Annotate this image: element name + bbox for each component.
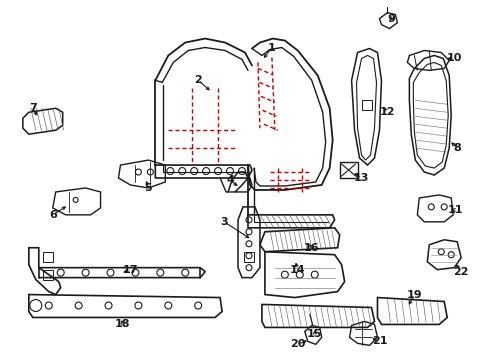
Text: 19: 19 bbox=[406, 289, 421, 300]
Text: 12: 12 bbox=[379, 107, 394, 117]
Text: 1: 1 bbox=[267, 42, 275, 53]
Text: 9: 9 bbox=[386, 14, 395, 24]
Text: 5: 5 bbox=[144, 183, 152, 193]
Text: 21: 21 bbox=[371, 336, 386, 346]
Text: 3: 3 bbox=[220, 217, 227, 227]
Text: 10: 10 bbox=[446, 54, 461, 63]
Text: 18: 18 bbox=[115, 319, 130, 329]
Text: 15: 15 bbox=[306, 329, 322, 339]
Text: 13: 13 bbox=[353, 173, 368, 183]
Text: 2: 2 bbox=[194, 75, 202, 85]
Text: 11: 11 bbox=[447, 205, 462, 215]
Text: 14: 14 bbox=[289, 265, 305, 275]
Text: 20: 20 bbox=[289, 339, 305, 349]
Text: 16: 16 bbox=[304, 243, 319, 253]
Text: 6: 6 bbox=[49, 210, 57, 220]
Text: 7: 7 bbox=[29, 103, 37, 113]
Text: 8: 8 bbox=[452, 143, 460, 153]
Text: 4: 4 bbox=[225, 175, 234, 185]
Text: 22: 22 bbox=[452, 267, 468, 276]
Text: 17: 17 bbox=[122, 265, 138, 275]
